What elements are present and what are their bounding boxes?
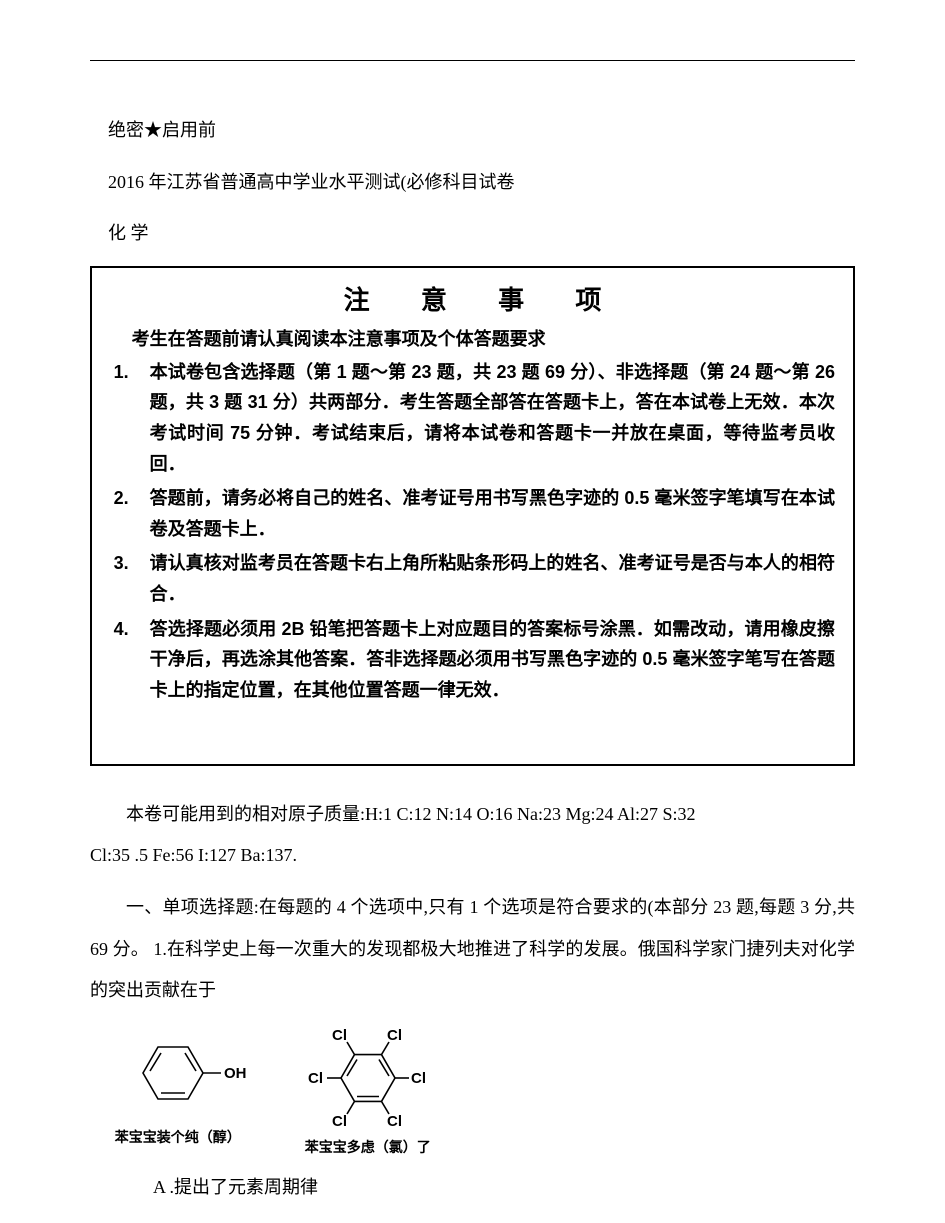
notice-box: 注 意 事 项 考生在答题前请认真阅读本注意事项及个体答题要求 本试卷包含选择题… xyxy=(90,266,855,767)
notice-subtitle: 考生在答题前请认真阅读本注意事项及个体答题要求 xyxy=(132,325,835,351)
top-divider xyxy=(90,60,855,61)
subject-line: 化 学 xyxy=(90,214,855,254)
classification-line: 绝密★启用前 xyxy=(90,111,855,151)
hexachloro-structure-icon: Cl Cl Cl Cl Cl Cl xyxy=(283,1023,453,1133)
hexachloro-caption: 苯宝宝多虑（氯）了 xyxy=(305,1137,431,1157)
molecule-hexachloro: Cl Cl Cl Cl Cl Cl 苯宝宝多虑（氯）了 xyxy=(283,1023,453,1157)
notice-title: 注 意 事 项 xyxy=(110,280,835,317)
cl-label: Cl xyxy=(308,1070,323,1087)
atomic-masses-line2: Cl:35 .5 Fe:56 I:127 Ba:137. xyxy=(90,836,855,876)
option-A: A .提出了元素周期律 xyxy=(90,1173,855,1199)
cl-label: Cl xyxy=(387,1113,402,1130)
notice-list: 本试卷包含选择题（第 1 题～第 23 题，共 23 题 69 分）、非选择题（… xyxy=(110,357,835,706)
notice-item: 请认真核对监考员在答题卡右上角所粘贴条形码上的姓名、准考证号是否与本人的相符合． xyxy=(110,548,835,609)
phenol-structure-icon: OH xyxy=(103,1023,253,1123)
notice-item: 本试卷包含选择题（第 1 题～第 23 题，共 23 题 69 分）、非选择题（… xyxy=(110,357,835,479)
notice-item: 答选择题必须用 2B 铅笔把答题卡上对应题目的答案标号涂黑．如需改动，请用橡皮擦… xyxy=(110,614,835,706)
cl-label: Cl xyxy=(332,1113,347,1130)
cl-label: Cl xyxy=(332,1027,347,1044)
notice-item: 答题前，请务必将自己的姓名、准考证号用书写黑色字迹的 0.5 毫米签字笔填写在本… xyxy=(110,483,835,544)
atomic-masses-line1: 本卷可能用到的相对原子质量:H:1 C:12 N:14 O:16 Na:23 M… xyxy=(90,794,855,835)
exam-title-line: 2016 年江苏省普通高中学业水平测试(必修科目试卷 xyxy=(90,163,855,203)
section1-text: 一、单项选择题:在每题的 4 个选项中,只有 1 个选项是符合要求的(本部分 2… xyxy=(90,887,855,1011)
exam-page: 绝密★启用前 2016 年江苏省普通高中学业水平测试(必修科目试卷 化 学 注 … xyxy=(0,0,945,1223)
cl-label: Cl xyxy=(411,1070,426,1087)
molecule-row: OH 苯宝宝装个纯（醇） xyxy=(103,1023,855,1157)
cl-label: Cl xyxy=(387,1027,402,1044)
phenol-substituent: OH xyxy=(224,1065,247,1082)
phenol-caption: 苯宝宝装个纯（醇） xyxy=(115,1127,241,1147)
molecule-phenol: OH 苯宝宝装个纯（醇） xyxy=(103,1023,253,1147)
